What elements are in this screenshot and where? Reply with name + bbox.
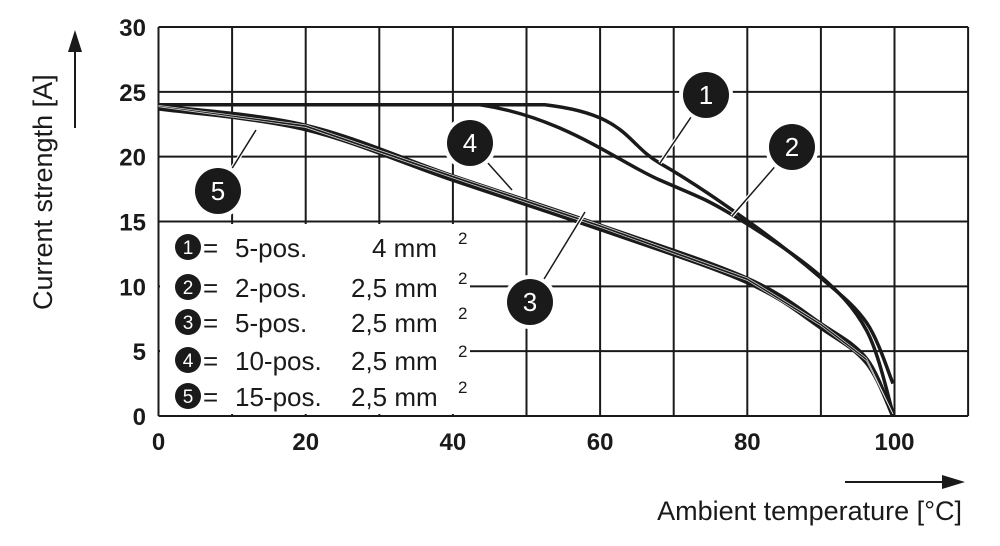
legend-equals: = [203,382,218,412]
callout-number: 1 [699,80,713,110]
x-tick-label: 80 [734,429,761,456]
legend-entry-5: 5 = 15-pos. 2,5 mm 2 [175,378,467,412]
legend-entry-1: 1 = 5-pos. 4 mm 2 [175,229,467,263]
series-separator-5 [158,106,894,415]
callout-bubble-3 [507,279,553,325]
y-tick-label: 25 [119,80,146,107]
y-tick-label: 30 [119,15,146,42]
y-tick-label: 0 [133,404,146,431]
callout-bubble-2 [769,124,815,170]
series-line-4 [158,105,895,417]
legend-bubble [175,347,201,373]
legend-superscript: 2 [458,342,467,361]
legend-superscript: 2 [458,304,467,323]
x-tick-label: 60 [587,429,614,456]
legend-number: 2 [183,278,194,299]
legend-positions: 15-pos. [235,382,322,412]
legend-positions: 2-pos. [235,273,307,303]
legend-positions: 5-pos. [235,308,307,338]
y-axis-title: Current strength [A] [28,30,82,310]
y-tick-label: 5 [133,339,146,366]
series-line-5 [158,106,895,417]
legend-number: 3 [183,313,194,334]
legend-bubble [175,383,201,409]
legend-number: 4 [183,351,194,372]
legend-bubble [175,234,201,260]
callouts: 1 2 3 4 5 [191,68,819,329]
legend-entry-2: 2 = 2-pos. 2,5 mm 2 [175,269,467,303]
legend-equals: = [203,233,218,263]
grid [157,26,970,417]
legend-superscript: 2 [458,378,467,397]
callout-number: 5 [211,176,225,206]
legend-equals: = [203,273,218,303]
legend-box [160,224,470,414]
legend-bubble [175,274,201,300]
y-tick-label: 20 [119,145,146,172]
legend-positions: 10-pos. [235,346,322,376]
legend: 1 = 5-pos. 4 mm 2 2 = 2-pos. 2,5 mm 2 3 = 5-pos. 2,5 … [160,224,470,414]
legend-positions: 5-pos. [235,233,307,263]
x-tick-label: 100 [874,429,914,456]
legend-entry-3: 3 = 5-pos. 2,5 mm 2 [175,304,467,338]
y-tick-label: 15 [119,210,146,237]
x-axis-label: Ambient temperature [°C] [657,496,962,526]
legend-entry-4: 4 = 10-pos. 2,5 mm 2 [175,342,467,376]
series-line-2 [158,103,895,414]
x-axis-title: Ambient temperature [°C] [657,475,965,526]
legend-wire-size: 2,5 mm [351,346,438,376]
legend-bubble [175,309,201,335]
y-axis-label: Current strength [A] [28,74,58,310]
legend-equals: = [203,308,218,338]
legend-number: 1 [183,238,194,259]
series-lines [158,103,895,417]
x-tick-label: 40 [440,429,467,456]
legend-wire-size: 2,5 mm [351,273,438,303]
x-tick-label: 0 [152,429,165,456]
series-separator-4 [158,104,894,415]
callout-number: 2 [785,132,799,162]
legend-number: 5 [183,387,194,408]
callout-number: 3 [523,287,537,317]
legend-superscript: 2 [458,229,467,248]
legend-wire-size: 4 mm [372,233,437,263]
legend-equals: = [203,346,218,376]
x-axis-arrow-head [942,475,965,489]
y-tick-label: 10 [119,274,146,301]
legend-wire-size: 2,5 mm [351,308,438,338]
legend-superscript: 2 [458,269,467,288]
x-tick-label: 20 [292,429,319,456]
callout-bubble-4 [447,120,493,166]
callout-bubble-1 [683,72,729,118]
callout-number: 4 [463,128,477,158]
callout-bubble-5 [195,168,241,214]
legend-wire-size: 2,5 mm [351,382,438,412]
y-axis-arrow-head [68,30,82,52]
